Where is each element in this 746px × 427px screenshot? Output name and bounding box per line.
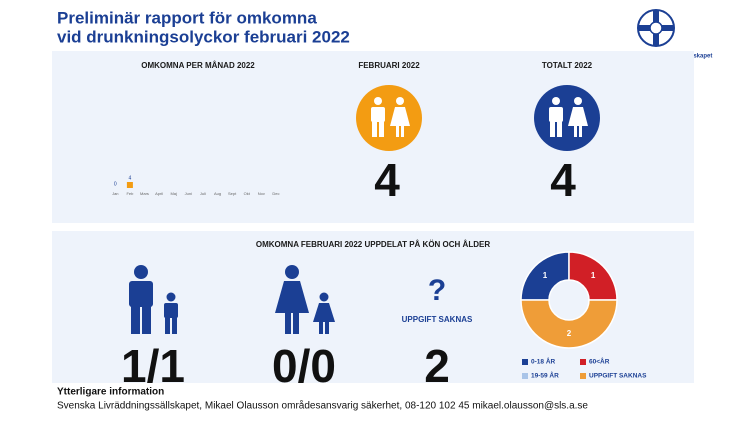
x-tick-label: Okt: [244, 191, 251, 196]
men-count: 1/1: [121, 340, 185, 392]
legend-swatch: [522, 373, 528, 379]
legend-swatch: [580, 373, 586, 379]
x-tick-label: Maj: [170, 191, 177, 196]
legend-swatch: [580, 359, 586, 365]
donut-segment: [520, 251, 570, 301]
x-tick-label: Feb: [126, 191, 134, 196]
x-tick-label: Juli: [200, 191, 206, 196]
chart-title: OMKOMNA PER MÅNAD 2022: [141, 61, 255, 70]
legend-label: 19-59 ÅR: [531, 371, 559, 380]
footer-heading: Ytterligare information: [57, 387, 164, 398]
legend-label: 60<ÅR: [589, 357, 610, 366]
donut-segment: [520, 299, 618, 349]
unknown-symbol: ?: [428, 274, 446, 307]
man-boy-icon: [129, 265, 178, 334]
people-icon: [371, 97, 588, 137]
summary-value: 4: [550, 154, 576, 206]
x-tick-label: Juni: [185, 191, 192, 196]
value-label: 0: [114, 181, 117, 187]
summary-label: FEBRUARI 2022: [358, 61, 420, 70]
footer-contact: Svenska Livräddningssällskapet, Mikael O…: [57, 400, 588, 412]
people-badge: [356, 85, 422, 151]
x-tick-label: Dec: [272, 191, 279, 196]
summary-value: 4: [374, 154, 400, 206]
title-line: vid drunkningsolyckor februari 2022: [57, 27, 350, 46]
title-line: Preliminär rapport för omkomna: [57, 8, 317, 27]
x-tick-label: April: [155, 191, 163, 196]
value-label: 2: [567, 329, 572, 338]
x-tick-label: Aug: [214, 191, 221, 196]
legend-label: 0-18 ÅR: [531, 357, 556, 366]
value-label: 1: [543, 271, 548, 280]
donut-segment: [568, 251, 618, 301]
unknown-count: 2: [424, 340, 450, 392]
x-tick-label: Mars: [140, 191, 149, 196]
bar: [126, 182, 133, 188]
people-badge: [534, 85, 600, 151]
x-tick-label: Sept: [228, 191, 237, 196]
x-tick-label: Jan: [112, 191, 118, 196]
summary-label: TOTALT 2022: [542, 61, 593, 70]
legend-swatch: [522, 359, 528, 365]
woman-girl-icon: [275, 265, 335, 334]
value-label: 4: [129, 175, 132, 181]
logo: [637, 9, 675, 47]
legend-label: UPPGIFT SAKNAS: [589, 373, 647, 380]
unknown-label: UPPGIFT SAKNAS: [402, 315, 473, 324]
x-tick-label: Nov: [258, 191, 265, 196]
value-label: 1: [591, 271, 596, 280]
women-count: 0/0: [272, 340, 336, 392]
section-title: OMKOMNA FEBRUARI 2022 UPPDELAT PÅ KÖN OC…: [256, 240, 490, 249]
